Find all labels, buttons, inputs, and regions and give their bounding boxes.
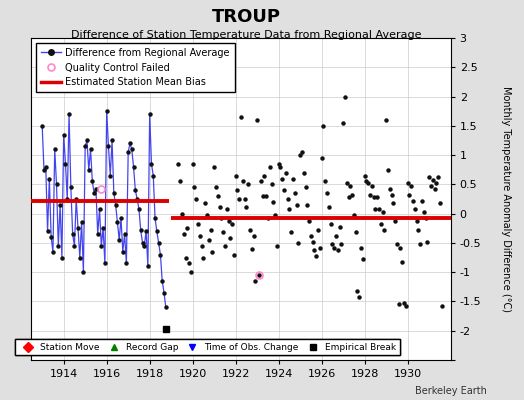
- Text: TROUP: TROUP: [212, 8, 281, 26]
- Text: Difference of Station Temperature Data from Regional Average: Difference of Station Temperature Data f…: [71, 30, 421, 40]
- Legend: Station Move, Record Gap, Time of Obs. Change, Empirical Break: Station Move, Record Gap, Time of Obs. C…: [16, 339, 399, 356]
- Y-axis label: Monthly Temperature Anomaly Difference (°C): Monthly Temperature Anomaly Difference (…: [501, 86, 511, 312]
- Text: Berkeley Earth: Berkeley Earth: [416, 386, 487, 396]
